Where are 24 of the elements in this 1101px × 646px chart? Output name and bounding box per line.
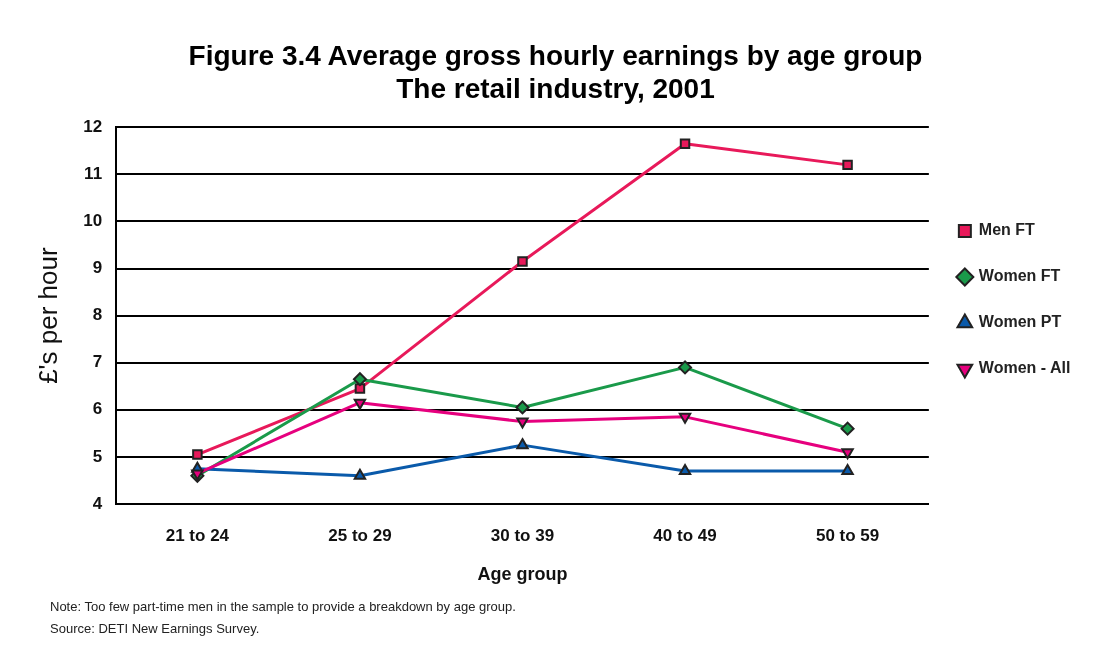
legend-label: Women - All: [978, 359, 1071, 377]
y-tick-label: 5: [92, 446, 103, 466]
legend-label: Women PT: [978, 313, 1062, 331]
y-tick-label: 11: [84, 163, 103, 183]
chart-title: Figure 3.4 Average gross hourly earnings by age group: [188, 39, 923, 71]
x-tick-label: 25 to 29: [328, 525, 392, 545]
y-tick-label: 6: [92, 399, 103, 419]
x-tick-label: 40 to 49: [653, 525, 717, 545]
legend-label: Men FT: [978, 221, 1036, 239]
x-tick-label: 30 to 39: [490, 525, 555, 545]
y-tick-label: 10: [83, 211, 103, 231]
y-axis-title: £'s per hour: [32, 247, 63, 384]
source-note: Source: DETI New Earnings Survey.: [50, 620, 261, 638]
text: Note: Too few part-time men in the sample to provide a breakdown by age group.: [50, 598, 516, 616]
y-tick-label: 12: [83, 116, 103, 136]
x-axis-title: Age group: [477, 564, 568, 585]
chart-subtitle: The retail industry, 2001: [396, 73, 715, 105]
y-tick-label: 4: [92, 493, 103, 513]
y-tick-label: 8: [92, 305, 103, 325]
y-tick-label: 9: [92, 258, 103, 278]
y-tick-label: 7: [92, 352, 103, 372]
x-tick-label: 21 to 24: [165, 525, 230, 545]
legend-label: Women FT: [978, 267, 1061, 285]
x-tick-label: 50 to 59: [815, 525, 880, 545]
